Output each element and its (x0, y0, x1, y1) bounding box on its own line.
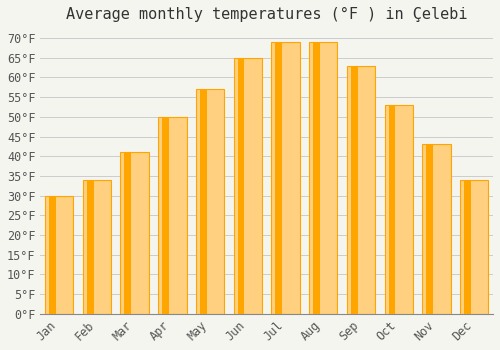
Bar (347, 65, 375, 314)
Bar (276, 42, 282, 314)
Bar (49, 196, 56, 314)
Bar (120, 152, 149, 314)
Bar (83, 180, 111, 314)
Bar (272, 42, 299, 314)
Bar (158, 117, 186, 314)
Bar (422, 145, 450, 314)
Bar (426, 145, 433, 314)
Bar (388, 105, 396, 314)
Bar (124, 152, 131, 314)
Bar (162, 117, 169, 314)
Bar (464, 180, 471, 314)
Title: Average monthly temperatures (°F ) in Çelebi: Average monthly temperatures (°F ) in Çe… (66, 7, 468, 22)
Bar (309, 42, 338, 314)
Bar (45, 196, 74, 314)
Bar (460, 180, 488, 314)
Bar (86, 180, 94, 314)
Bar (200, 89, 206, 314)
Bar (238, 58, 244, 314)
Bar (313, 42, 320, 314)
Bar (196, 89, 224, 314)
Bar (351, 65, 358, 314)
Bar (384, 105, 413, 314)
Bar (234, 58, 262, 314)
